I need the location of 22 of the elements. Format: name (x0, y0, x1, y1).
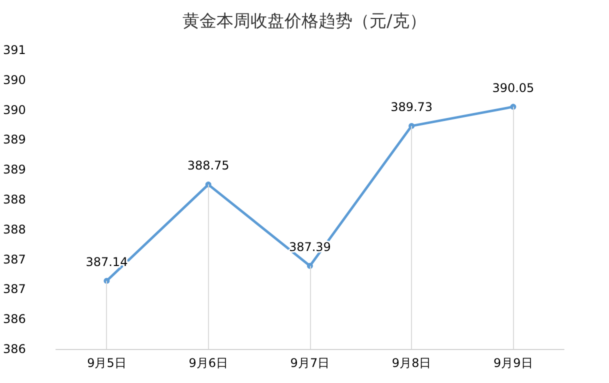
x-tick-label: 9月5日 (87, 356, 126, 370)
y-tick-label: 389 (3, 162, 26, 177)
point (408, 122, 415, 129)
data-label: 387.14 (86, 254, 128, 269)
y-tick-label: 387 (3, 252, 26, 266)
y-tick-label: 390 (3, 72, 26, 87)
chart-title: 黄金本周收盘价格趋势（元/克） (182, 12, 426, 32)
y-tick-label: 389 (3, 132, 26, 147)
x-tick-label: 9月6日 (188, 356, 228, 370)
x-tick-label: 9月9日 (494, 356, 533, 370)
y-tick-label: 391 (3, 43, 26, 57)
y-tick-label: 387 (3, 282, 26, 296)
y-tick-label: 388 (3, 222, 26, 236)
data-label: 388.75 (187, 158, 230, 173)
x-tick-label: 9月8日 (392, 356, 432, 370)
y-tick-label: 388 (3, 192, 26, 206)
y-tick-label: 386 (3, 342, 26, 356)
data-label: 390.05 (492, 80, 534, 95)
y-tick-label: 386 (3, 312, 26, 326)
x-tick-label: 9月7日 (290, 356, 330, 370)
data-label: 389.73 (390, 100, 433, 114)
y-tick-label: 390 (3, 102, 26, 117)
